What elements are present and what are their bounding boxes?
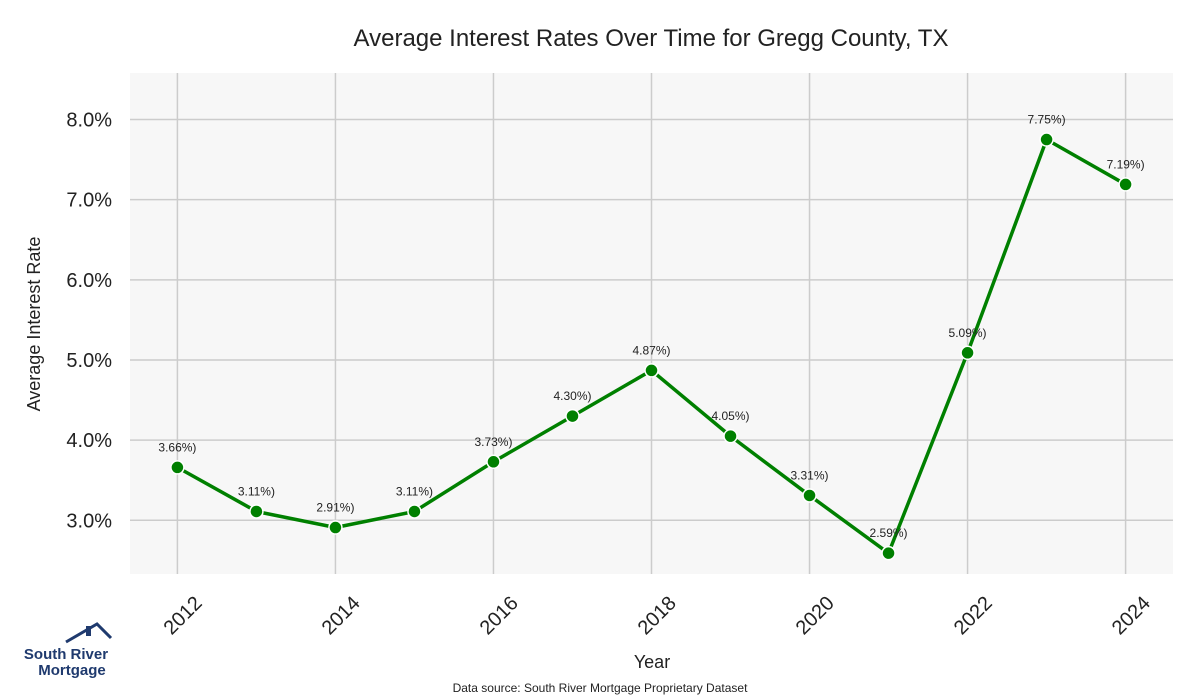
logo-text-line1: South River <box>24 646 108 663</box>
data-point <box>1039 132 1054 147</box>
data-label: 7.75%) <box>1028 113 1066 127</box>
data-point <box>1118 177 1133 192</box>
x-tick-label: 2020 <box>792 592 839 639</box>
data-point <box>565 408 580 424</box>
logo-text-line2: Mortgage <box>38 662 106 679</box>
y-tick-label: 4.0% <box>66 430 112 452</box>
data-point <box>802 488 817 503</box>
x-tick-label: 2024 <box>1108 592 1155 639</box>
data-point <box>881 545 896 561</box>
data-point <box>328 520 343 535</box>
data-label: 7.19%) <box>1107 157 1145 171</box>
data-label: 3.66%) <box>158 440 196 454</box>
x-tick-label: 2014 <box>318 592 365 639</box>
data-source-note: Data source: South River Mortgage Propri… <box>453 681 748 695</box>
data-labels: 3.66%) 3.11%) 2.91%) 3.11%) 3.73%) 4.30%) 4.87… <box>158 113 1144 541</box>
data-point <box>723 428 738 444</box>
data-label: 3.11%) <box>238 484 275 498</box>
logo: South River Mortgage <box>24 622 113 679</box>
data-label: 3.11%) <box>396 484 433 498</box>
y-tick-label: 5.0% <box>66 350 112 372</box>
data-label: 5.09%) <box>949 326 987 340</box>
x-axis-label: Year <box>634 652 670 672</box>
data-label: 4.05%) <box>711 409 749 423</box>
data-point <box>170 460 185 475</box>
x-tick-label: 2022 <box>950 592 997 639</box>
y-tick-labels: 3.0% 4.0% 5.0% 6.0% 7.0% 8.0% <box>66 109 112 532</box>
x-tick-label: 2018 <box>634 592 681 639</box>
data-point <box>486 454 501 470</box>
data-point <box>960 345 975 361</box>
data-label: 3.31%) <box>791 468 829 482</box>
x-tick-label: 2012 <box>160 592 207 639</box>
y-tick-label: 7.0% <box>66 190 112 212</box>
data-points <box>170 132 1133 561</box>
x-tick-label: 2016 <box>476 592 523 639</box>
y-tick-label: 6.0% <box>66 270 112 292</box>
y-tick-label: 3.0% <box>66 510 112 532</box>
data-point <box>644 363 659 378</box>
data-label: 2.59%) <box>870 526 908 540</box>
data-label: 3.73%) <box>474 435 512 449</box>
y-axis-label: Average Interest Rate <box>24 237 44 412</box>
x-tick-labels: 2012 2014 2016 2018 2020 2022 2024 <box>160 592 1155 639</box>
chart-title: Average Interest Rates Over Time for Gre… <box>354 25 949 52</box>
y-tick-label: 8.0% <box>66 109 112 131</box>
data-point <box>407 504 422 519</box>
data-point <box>249 504 264 519</box>
house-roof-icon <box>65 622 113 644</box>
data-label: 4.87%) <box>632 343 670 357</box>
data-label: 2.91%) <box>316 501 354 515</box>
data-label: 4.30%) <box>553 389 591 403</box>
